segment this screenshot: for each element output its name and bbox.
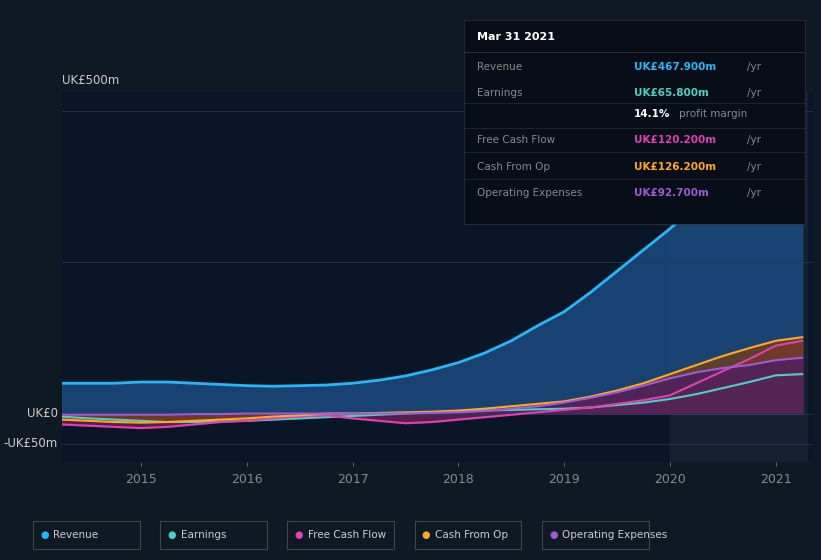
Text: Free Cash Flow: Free Cash Flow	[308, 530, 386, 540]
Text: Mar 31 2021: Mar 31 2021	[478, 32, 556, 42]
Text: ●: ●	[549, 530, 557, 540]
Text: /yr: /yr	[746, 88, 761, 98]
Text: UK£65.800m: UK£65.800m	[635, 88, 709, 98]
Text: UK£92.700m: UK£92.700m	[635, 188, 709, 198]
Text: Operating Expenses: Operating Expenses	[478, 188, 583, 198]
Text: Revenue: Revenue	[53, 530, 99, 540]
Text: ●: ●	[167, 530, 176, 540]
Text: UK£120.200m: UK£120.200m	[635, 135, 717, 145]
Bar	[670, 92, 808, 462]
Text: UK£467.900m: UK£467.900m	[635, 62, 717, 72]
Text: ●: ●	[295, 530, 303, 540]
Text: UK£0: UK£0	[27, 407, 57, 420]
Text: Operating Expenses: Operating Expenses	[562, 530, 667, 540]
Text: ●: ●	[422, 530, 430, 540]
Text: /yr: /yr	[746, 135, 761, 145]
Text: ●: ●	[40, 530, 48, 540]
Text: profit margin: profit margin	[678, 109, 747, 119]
Text: Earnings: Earnings	[181, 530, 226, 540]
Text: /yr: /yr	[746, 162, 761, 172]
Text: -UK£50m: -UK£50m	[3, 437, 57, 450]
Text: Cash From Op: Cash From Op	[435, 530, 508, 540]
Text: UK£126.200m: UK£126.200m	[635, 162, 717, 172]
Text: Earnings: Earnings	[478, 88, 523, 98]
Text: Free Cash Flow: Free Cash Flow	[478, 135, 556, 145]
Text: /yr: /yr	[746, 188, 761, 198]
Text: Cash From Op: Cash From Op	[478, 162, 551, 172]
Text: 14.1%: 14.1%	[635, 109, 671, 119]
Text: /yr: /yr	[746, 62, 761, 72]
Text: Revenue: Revenue	[478, 62, 523, 72]
Text: UK£500m: UK£500m	[62, 74, 119, 87]
